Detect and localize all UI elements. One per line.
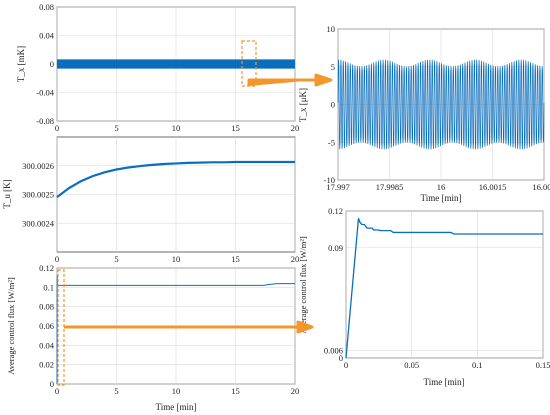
x-tick-label: 10 — [172, 386, 181, 396]
y-axis-label: T_u [K] — [2, 179, 12, 208]
y-tick-label: 0.006 — [324, 346, 343, 356]
panel-tx-uk-zoom: 17.997 17.9985 16 16.0015 16.003 -10 -5 0 5 10 T_… — [298, 24, 550, 203]
series-line — [337, 59, 545, 150]
panel-tx-mk: 0 5 10 15 20 -0.08 -0.04 0 0.04 0.08 T_x [mK] — [16, 2, 299, 133]
x-tick-label: 5 — [114, 386, 118, 396]
y-tick-label: 0.12 — [328, 206, 343, 216]
x-axis-label: Time [min] — [424, 377, 465, 387]
x-tick-label: 15 — [231, 386, 240, 396]
y-tick-label: 0.02 — [39, 360, 54, 370]
y-tick-label: 300.0026 — [22, 161, 54, 171]
y-tick-label: 0.06 — [39, 321, 54, 331]
panel-control-flux: 0 5 10 15 20 0 0.02 0.04 0.06 0.08 0.1 0.12 Average… — [6, 263, 299, 412]
y-tick-label: 5 — [331, 62, 335, 72]
grid — [56, 137, 296, 252]
series-line — [56, 160, 295, 198]
highlight-box-bottom — [57, 269, 65, 386]
signal-band — [57, 59, 295, 69]
y-tick-label: -5 — [328, 137, 335, 147]
tick-labels: 0 5 10 15 20 0 0.02 0.04 0.06 0.08 0.1 0.12 — [39, 263, 299, 396]
y-tick-label: 0 — [50, 379, 54, 389]
x-tick-label: 17.997 — [326, 182, 349, 192]
y-axis-label: Average control flux [W/m²] — [298, 236, 308, 334]
tick-labels: 17.997 17.9985 16 16.0015 16.003 -10 -5 0 5 10 — [324, 24, 550, 192]
x-tick-label: 0 — [55, 254, 59, 264]
x-tick-label: 5 — [114, 254, 118, 264]
x-tick-label: 0.1 — [472, 360, 483, 370]
y-axis-label: T_x [μK] — [298, 88, 308, 122]
y-tick-label: 0.08 — [39, 302, 54, 312]
y-tick-label: 0.04 — [39, 340, 55, 350]
x-tick-label: 0 — [55, 386, 59, 396]
x-tick-label: 20 — [291, 254, 300, 264]
y-tick-label: 300.0025 — [22, 190, 54, 200]
grid — [345, 210, 544, 359]
y-tick-label: 10 — [327, 24, 336, 34]
panel-control-flux-zoom: 0 0.05 0.1 0.15 00.006 0.09 0.12 Average contr… — [298, 206, 550, 387]
panel-tu-k: 0 5 10 15 20 300.0024 300.0025 300.0026 T_u [K] — [2, 136, 299, 264]
y-tick-label: 0.12 — [39, 263, 54, 273]
x-tick-label: 0.15 — [536, 360, 550, 370]
tick-labels: 0 0.05 0.1 0.15 00.006 0.09 0.12 — [324, 206, 550, 370]
zoom-callouts — [57, 40, 333, 386]
y-tick-label: -0.04 — [36, 88, 54, 98]
y-axis-label: Average control flux [W/m²] — [6, 277, 16, 375]
x-tick-label: 16 — [437, 182, 446, 192]
x-tick-label: 0 — [344, 360, 348, 370]
x-tick-label: 20 — [291, 386, 300, 396]
y-axis-label: T_x [mK] — [16, 46, 26, 82]
x-tick-label: 0.05 — [404, 360, 419, 370]
tick-labels: 0 5 10 15 20 -0.08 -0.04 0 0.04 0.08 — [36, 2, 299, 133]
y-tick-label: 0 — [339, 353, 343, 363]
plot-frame — [345, 210, 544, 359]
x-tick-label: 17.9985 — [376, 182, 404, 192]
x-tick-label: 0 — [55, 123, 59, 133]
y-tick-label: 0 — [50, 59, 54, 69]
y-tick-label: -0.08 — [36, 116, 54, 126]
y-tick-label: 0.09 — [328, 243, 343, 253]
x-tick-label: 10 — [172, 254, 181, 264]
series-line — [345, 218, 543, 359]
x-tick-label: 15 — [231, 254, 240, 264]
arrow-to-zoom-bottom-icon — [64, 320, 314, 334]
grid — [56, 6, 296, 122]
y-tick-label: 300.0024 — [22, 218, 55, 228]
x-tick-label: 16.003 — [532, 182, 550, 192]
x-tick-label: 16.0015 — [479, 182, 507, 192]
tick-labels: 0 5 10 15 20 300.0024 300.0025 300.0026 — [22, 161, 299, 264]
x-tick-label: 15 — [231, 123, 240, 133]
y-tick-label: -10 — [324, 175, 335, 185]
arrow-to-zoom-top-icon — [247, 73, 333, 87]
x-axis-label: Time [min] — [156, 402, 197, 412]
x-tick-label: 20 — [291, 123, 300, 133]
x-axis-label: Time [min] — [421, 193, 462, 203]
x-tick-label: 5 — [114, 123, 118, 133]
y-tick-label: 0.08 — [39, 2, 54, 12]
y-tick-label: 0 — [331, 100, 335, 110]
y-tick-label: 0.04 — [39, 31, 55, 41]
x-tick-label: 10 — [172, 123, 181, 133]
y-tick-label: 0.1 — [43, 282, 54, 292]
